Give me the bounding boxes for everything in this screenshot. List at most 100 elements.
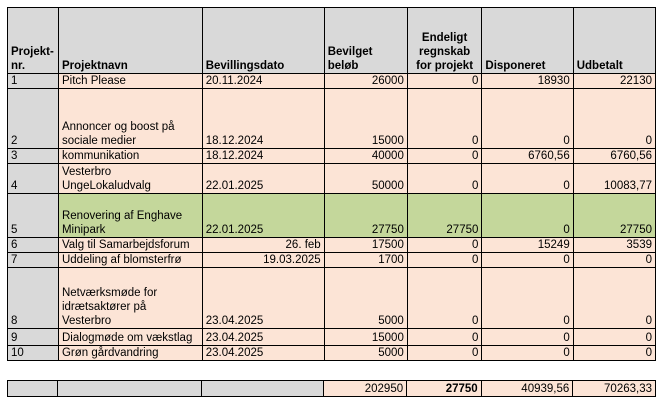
project-name-cell[interactable]: Renovering af Enghave Minipark <box>57 193 203 238</box>
total-final-accounts[interactable]: 27750 <box>406 380 482 397</box>
totals-date-cell[interactable] <box>200 380 324 397</box>
project-nr-cell[interactable]: 4 <box>7 163 59 194</box>
table-row: 1 Pitch Please 20.11.2024 26000 0 18930 22130 <box>7 73 656 89</box>
granted-amount-cell[interactable]: 5000 <box>323 345 408 361</box>
totals-table: 202950 27750 40939,56 70263,33 <box>6 380 656 397</box>
grant-date-cell[interactable]: 22.01.2025 <box>201 163 325 194</box>
totals-nr-cell[interactable] <box>6 380 59 397</box>
project-name-cell[interactable]: Vesterbro UngeLokaludvalg <box>57 163 203 194</box>
totals-name-cell[interactable] <box>57 380 202 397</box>
grant-date-cell[interactable]: 18.12.2024 <box>201 148 325 164</box>
project-nr-cell[interactable]: 5 <box>7 193 59 238</box>
paid-cell[interactable]: 0 <box>572 252 656 268</box>
disposed-cell[interactable]: 6760,56 <box>481 148 574 164</box>
project-nr-cell[interactable]: 1 <box>7 73 59 89</box>
table-row: 9 Dialogmøde om vækstlag 23.04.2025 15000 0 0… <box>7 328 656 346</box>
paid-cell[interactable]: 0 <box>572 267 656 329</box>
project-name-cell[interactable]: Uddeling af blomsterfrø <box>57 252 203 268</box>
project-nr-cell[interactable]: 2 <box>7 88 59 149</box>
paid-cell[interactable]: 0 <box>572 345 656 361</box>
table-row: 7 Uddeling af blomsterfrø 19.03.2025 1700 0 0… <box>7 252 656 268</box>
total-paid[interactable]: 70263,33 <box>572 380 656 397</box>
disposed-cell[interactable]: 15249 <box>481 237 574 253</box>
paid-cell[interactable]: 3539 <box>572 237 656 253</box>
final-accounts-cell[interactable]: 0 <box>406 345 483 361</box>
header-final-accounts-label: Endeligt regnskab for projekt <box>416 32 474 72</box>
total-granted[interactable]: 202950 <box>322 380 408 397</box>
project-nr-cell[interactable]: 7 <box>7 252 59 268</box>
project-name-cell[interactable]: Netværksmøde for idrætsaktører på Vester… <box>57 267 203 329</box>
grant-date-cell[interactable]: 18.12.2024 <box>201 88 325 149</box>
project-name-cell[interactable]: Annoncer og boost på sociale medier <box>57 88 203 149</box>
project-name-cell[interactable]: kommunikation <box>57 148 203 164</box>
table-row: 3 kommunikation 18.12.2024 40000 0 6760,56 676… <box>7 148 656 164</box>
header-project-nr[interactable]: Projekt-nr. <box>7 7 59 74</box>
project-name-cell[interactable]: Dialogmøde om vækstlag <box>57 328 203 346</box>
final-accounts-cell[interactable]: 0 <box>406 267 483 329</box>
final-accounts-cell[interactable]: 0 <box>406 252 483 268</box>
header-granted-amount-label: Bevilget beløb <box>327 46 373 72</box>
disposed-cell[interactable]: 0 <box>481 88 574 149</box>
project-nr-cell[interactable]: 10 <box>7 345 59 361</box>
paid-cell[interactable]: 0 <box>572 88 656 149</box>
project-name-cell[interactable]: Valg til Samarbejdsforum <box>57 237 203 253</box>
paid-cell[interactable]: 27750 <box>572 193 656 238</box>
header-project-name[interactable]: Projektnavn <box>57 7 203 74</box>
granted-amount-cell[interactable]: 1700 <box>323 252 408 268</box>
header-paid[interactable]: Udbetalt <box>572 7 656 74</box>
grant-date-cell[interactable]: 19.03.2025 <box>201 252 325 268</box>
granted-amount-cell[interactable]: 15000 <box>323 328 408 346</box>
granted-amount-cell[interactable]: 40000 <box>323 148 408 164</box>
paid-cell[interactable]: 22130 <box>572 73 656 89</box>
final-accounts-cell[interactable]: 0 <box>406 328 483 346</box>
grant-date-cell[interactable]: 23.04.2025 <box>201 328 325 346</box>
final-accounts-cell[interactable]: 0 <box>406 88 483 149</box>
grant-date-cell[interactable]: 23.04.2025 <box>201 267 325 329</box>
table-row: 4 Vesterbro UngeLokaludvalg 22.01.2025 5000… <box>7 163 656 194</box>
project-nr-cell[interactable]: 8 <box>7 267 59 329</box>
header-disposed-label: Disponeret <box>485 60 546 72</box>
header-granted-amount[interactable]: Bevilget beløb <box>323 7 408 74</box>
project-nr-cell[interactable]: 6 <box>7 237 59 253</box>
granted-amount-cell[interactable]: 27750 <box>323 193 408 238</box>
paid-cell[interactable]: 10083,77 <box>572 163 656 194</box>
grant-date-cell[interactable]: 23.04.2025 <box>201 345 325 361</box>
disposed-cell[interactable]: 0 <box>481 328 574 346</box>
table-row: 8 Netværksmøde for idrætsaktører på Veste… <box>7 267 656 329</box>
grant-date-cell[interactable]: 22.01.2025 <box>201 193 325 238</box>
total-disposed[interactable]: 40939,56 <box>480 380 574 397</box>
header-final-accounts[interactable]: Endeligt regnskab for projekt <box>406 7 483 74</box>
header-paid-label: Udbetalt <box>576 60 623 72</box>
table-row: 2 Annoncer og boost på sociale medier 18.1… <box>7 88 656 149</box>
final-accounts-cell[interactable]: 27750 <box>406 193 483 238</box>
paid-cell[interactable]: 0 <box>572 328 656 346</box>
disposed-cell[interactable]: 0 <box>481 267 574 329</box>
granted-amount-cell[interactable]: 5000 <box>323 267 408 329</box>
header-grant-date[interactable]: Bevillingsdato <box>201 7 325 74</box>
table-body: 1 Pitch Please 20.11.2024 26000 0 18930 22130 2… <box>7 73 656 361</box>
final-accounts-cell[interactable]: 0 <box>406 163 483 194</box>
granted-amount-cell[interactable]: 50000 <box>323 163 408 194</box>
header-disposed[interactable]: Disponeret <box>481 7 574 74</box>
disposed-cell[interactable]: 18930 <box>481 73 574 89</box>
final-accounts-cell[interactable]: 0 <box>406 148 483 164</box>
header-row: Projekt-nr. Projektnavn Bevillingsdato B… <box>7 7 656 74</box>
project-nr-cell[interactable]: 3 <box>7 148 59 164</box>
final-accounts-cell[interactable]: 0 <box>406 73 483 89</box>
final-accounts-cell[interactable]: 0 <box>406 237 483 253</box>
table-row: 5 Renovering af Enghave Minipark 22.01.202… <box>7 193 656 238</box>
granted-amount-cell[interactable]: 26000 <box>323 73 408 89</box>
grant-date-cell[interactable]: 20.11.2024 <box>201 73 325 89</box>
paid-cell[interactable]: 6760,56 <box>572 148 656 164</box>
project-name-cell[interactable]: Pitch Please <box>57 73 203 89</box>
project-name-cell[interactable]: Grøn gårdvandring <box>57 345 203 361</box>
disposed-cell[interactable]: 0 <box>481 193 574 238</box>
grant-date-cell[interactable]: 26. feb <box>201 237 325 253</box>
disposed-cell[interactable]: 0 <box>481 252 574 268</box>
granted-amount-cell[interactable]: 17500 <box>323 237 408 253</box>
disposed-cell[interactable]: 0 <box>481 345 574 361</box>
project-nr-cell[interactable]: 9 <box>7 328 59 346</box>
granted-amount-cell[interactable]: 15000 <box>323 88 408 149</box>
header-project-name-label: Projektnavn <box>61 60 128 72</box>
disposed-cell[interactable]: 0 <box>481 163 574 194</box>
